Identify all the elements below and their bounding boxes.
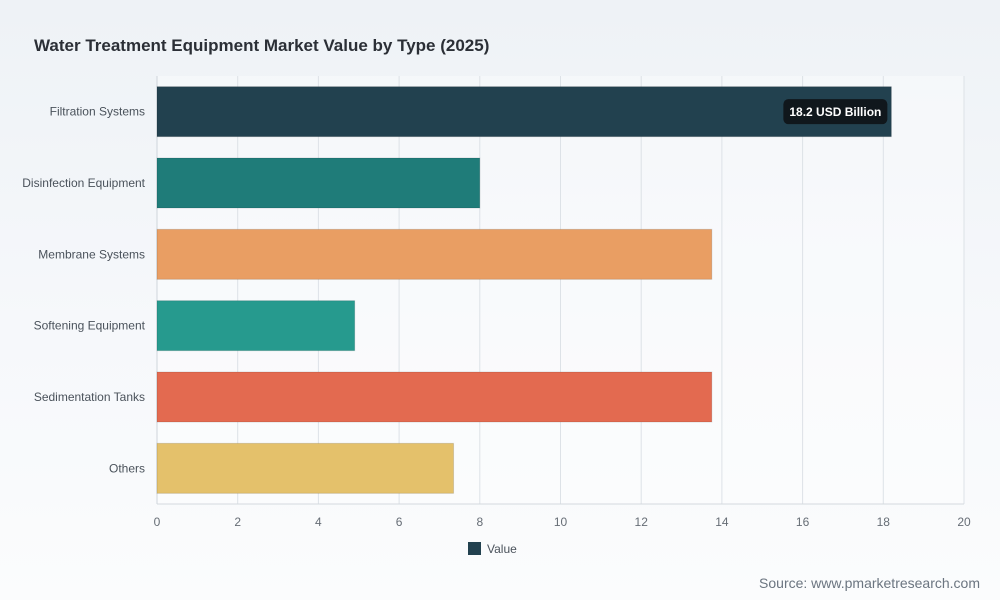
- y-tick-label: Membrane Systems: [38, 247, 145, 261]
- x-tick-label: 6: [396, 515, 403, 529]
- bar: [156, 442, 455, 494]
- source-note: Source: www.pmarketresearch.com: [759, 575, 980, 591]
- x-tick-label: 12: [635, 515, 649, 529]
- bar: [156, 86, 892, 138]
- x-tick-label: 20: [957, 515, 971, 529]
- value-tooltip: 18.2 USD Billion: [783, 99, 888, 125]
- legend-label: Value: [487, 542, 517, 556]
- y-tick-label: Softening Equipment: [34, 319, 146, 333]
- x-tick-label: 4: [315, 515, 322, 529]
- x-tick-label: 2: [234, 515, 241, 529]
- bar: [156, 228, 713, 280]
- bar: [156, 157, 481, 209]
- x-tick-label: 16: [796, 515, 810, 529]
- x-tick-label: 8: [476, 515, 483, 529]
- y-tick-label: Others: [109, 461, 145, 475]
- chart-title: Water Treatment Equipment Market Value b…: [34, 36, 490, 55]
- y-tick-label: Disinfection Equipment: [22, 176, 145, 190]
- bar: [156, 371, 713, 423]
- x-tick-label: 14: [715, 515, 729, 529]
- bar: [156, 300, 356, 352]
- legend-swatch: [468, 542, 481, 555]
- x-tick-label: 0: [154, 515, 161, 529]
- x-tick-label: 10: [554, 515, 568, 529]
- y-tick-label: Sedimentation Tanks: [34, 390, 145, 404]
- y-tick-label: Filtration Systems: [50, 105, 145, 119]
- x-tick-label: 18: [877, 515, 891, 529]
- tooltip-text: 18.2 USD Billion: [789, 105, 881, 119]
- legend: Value: [468, 542, 517, 556]
- tooltip-box: [783, 99, 888, 125]
